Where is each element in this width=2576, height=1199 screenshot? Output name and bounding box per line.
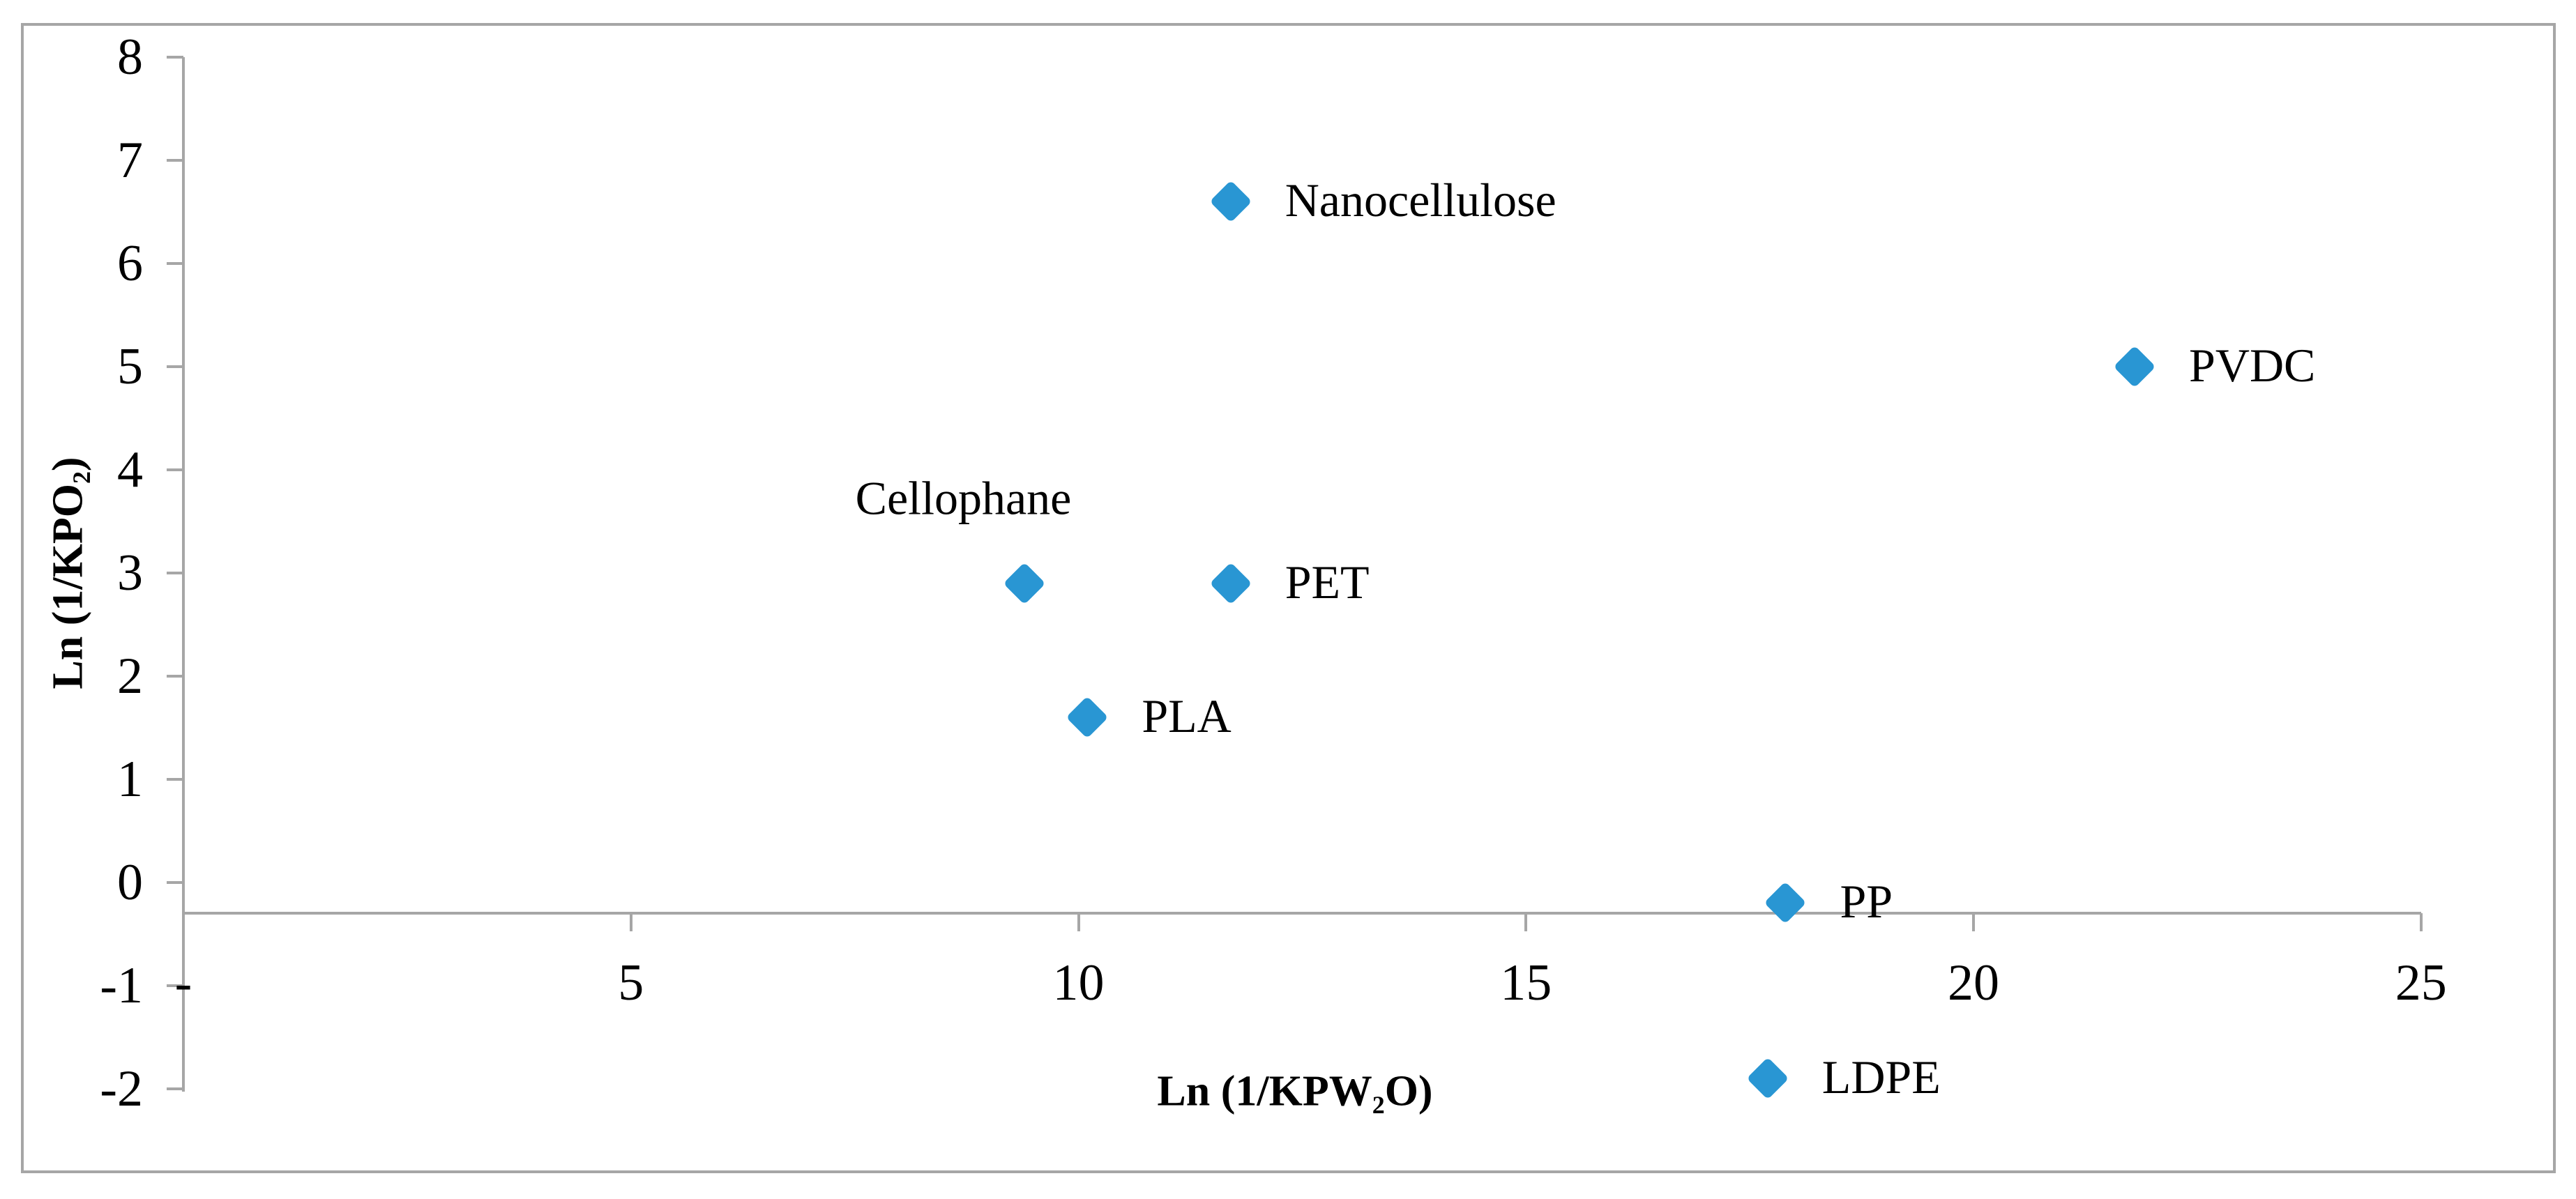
y-tick-mark — [167, 158, 183, 162]
y-tick-mark — [167, 468, 183, 471]
y-axis-line — [182, 56, 185, 1092]
x-tick-label: 10 — [1052, 954, 1105, 1011]
x-axis-title: Ln (1/KPW2O) — [1157, 1067, 1432, 1120]
y-axis-title-subscript: 2 — [67, 471, 96, 484]
y-axis-title: Ln (1/KPO2) — [43, 457, 96, 689]
y-tick-mark — [167, 777, 183, 781]
x-tick-mark — [629, 913, 632, 932]
y-tick-mark — [167, 571, 183, 574]
y-tick-mark — [167, 984, 183, 987]
figure-border — [21, 23, 2556, 1173]
data-point-label: PET — [1285, 555, 1370, 609]
y-tick-label: 5 — [117, 337, 143, 395]
x-tick-label: - — [174, 954, 192, 1011]
y-tick-label: 3 — [117, 544, 143, 602]
y-tick-label: 4 — [117, 441, 143, 498]
y-tick-mark — [167, 880, 183, 884]
data-point-label: LDPE — [1821, 1050, 1941, 1103]
x-axis-title-suffix: O) — [1384, 1067, 1433, 1115]
x-tick-label: 20 — [1948, 954, 1999, 1011]
x-tick-label: 25 — [2395, 954, 2447, 1011]
x-tick-mark — [1972, 913, 1975, 932]
y-tick-label: -2 — [100, 1060, 143, 1117]
x-axis-line — [183, 912, 2421, 915]
y-tick-mark — [167, 261, 183, 265]
y-tick-label: 0 — [117, 853, 143, 911]
x-tick-mark — [1524, 913, 1528, 932]
x-tick-label: 15 — [1500, 954, 1552, 1011]
y-tick-mark — [167, 674, 183, 678]
data-point-label: PLA — [1142, 689, 1232, 742]
y-tick-mark — [167, 1087, 183, 1090]
x-tick-mark — [2419, 913, 2423, 932]
y-axis-title-suffix: ) — [44, 457, 92, 472]
y-tick-label: 2 — [117, 647, 143, 705]
y-tick-label: -1 — [100, 956, 143, 1014]
x-axis-title-subscript: 2 — [1372, 1090, 1385, 1119]
y-axis-title-text: Ln (1/KPO — [44, 484, 92, 689]
x-tick-mark — [1077, 913, 1080, 932]
x-axis-title-text: Ln (1/KPW — [1157, 1067, 1372, 1115]
x-tick-label: 5 — [618, 954, 644, 1011]
y-tick-mark — [167, 55, 183, 59]
y-tick-label: 8 — [117, 28, 143, 86]
data-point-label: PVDC — [2189, 338, 2316, 392]
data-point-label: Cellophane — [855, 471, 1072, 524]
y-tick-label: 6 — [117, 234, 143, 292]
data-point-label: PP — [1840, 875, 1893, 929]
data-point-label: Nanocellulose — [1285, 173, 1556, 227]
y-tick-label: 7 — [117, 131, 143, 189]
y-tick-mark — [167, 365, 183, 368]
y-tick-label: 1 — [117, 750, 143, 808]
